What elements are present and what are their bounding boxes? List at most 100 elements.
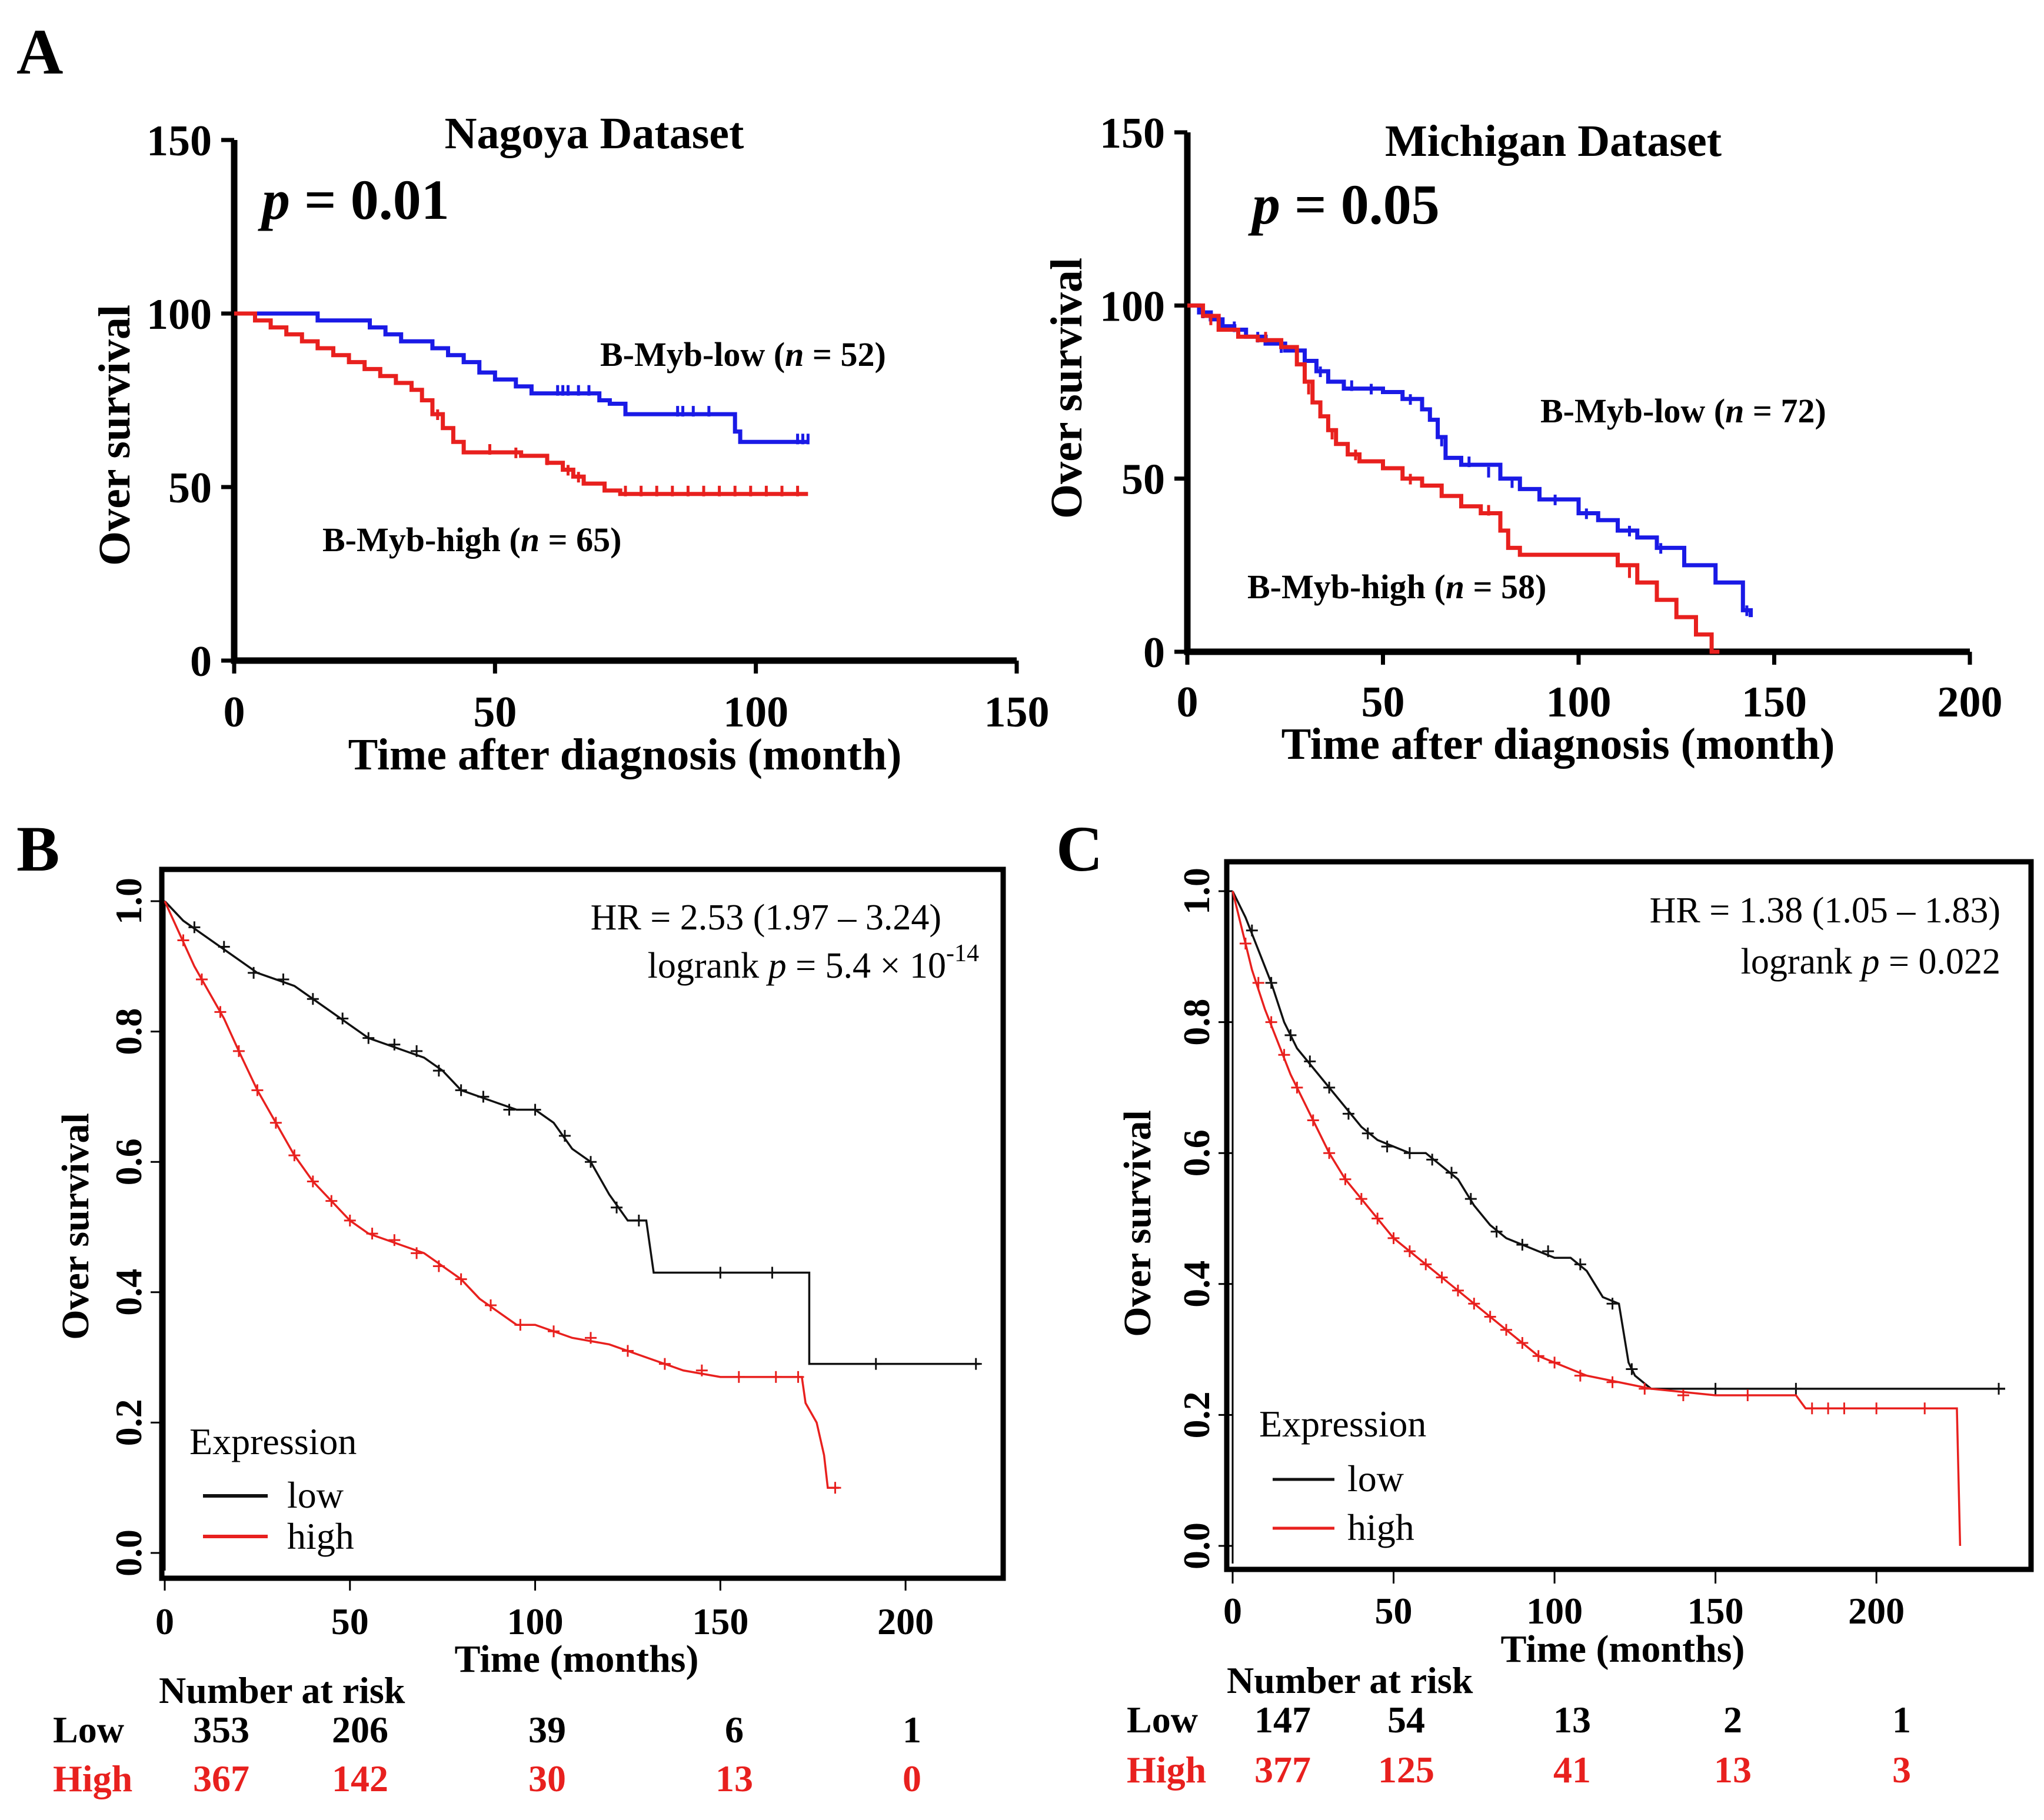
chart-c-risk-low-value: 13 bbox=[1553, 1699, 1591, 1741]
chart-b-censor-mark bbox=[366, 1228, 378, 1240]
chart-b-y-tick-label: 0.4 bbox=[108, 1269, 149, 1316]
chart-c-censor-mark bbox=[1371, 1212, 1384, 1225]
chart-c-x-label: Time (months) bbox=[1501, 1628, 1745, 1671]
chart-a1-b-myb-high-curve bbox=[234, 311, 808, 496]
chart-a2-y-tick-label: 150 bbox=[1100, 109, 1165, 158]
chart-c-censor-mark bbox=[1822, 1402, 1835, 1415]
michigan-p-number: = 0.05 bbox=[1280, 173, 1440, 236]
michigan-y-label: Over survival bbox=[1042, 258, 1091, 519]
chart-c-hr: HR = 1.38 (1.05 – 1.83) bbox=[1650, 891, 2000, 931]
chart-c-logrank-p: p bbox=[1859, 942, 1880, 982]
chart-b-censor-mark bbox=[548, 1325, 560, 1338]
chart-c-risk-high-value: 41 bbox=[1553, 1749, 1591, 1791]
chart-a2-x-tick-label: 50 bbox=[1361, 678, 1405, 726]
chart-b-censor-mark bbox=[870, 1358, 882, 1370]
chart-a2-y-tick-label: 0 bbox=[1143, 629, 1165, 677]
chart-c-risk-header: Number at risk bbox=[1227, 1659, 1473, 1701]
chart-b-censor-mark bbox=[214, 1006, 227, 1018]
chart-c-censor-mark bbox=[1516, 1239, 1529, 1251]
chart-c-risk-low-value: 2 bbox=[1723, 1699, 1742, 1741]
chart-b-risk-low-value: 353 bbox=[193, 1709, 249, 1751]
chart-c-censor-mark bbox=[1291, 1081, 1303, 1094]
chart-c-censor-mark bbox=[1500, 1324, 1513, 1336]
chart-c-censor-mark bbox=[1532, 1350, 1544, 1362]
chart-a2-x-tick-label: 150 bbox=[1742, 678, 1807, 726]
chart-c-censor-mark bbox=[1677, 1389, 1689, 1402]
chart-b-frame bbox=[159, 866, 1006, 1581]
michigan-high-label-pre: B-Myb-high ( bbox=[1247, 568, 1446, 606]
chart-b-censor-mark bbox=[177, 934, 189, 946]
chart-b-x-tick-label: 50 bbox=[331, 1601, 369, 1642]
nagoya-chart: Nagoya Dataset p = 0.01 Over survival Ti… bbox=[90, 109, 1050, 779]
chart-c-censor-mark bbox=[1355, 1193, 1367, 1205]
michigan-p-symbol: p bbox=[1248, 173, 1280, 236]
chart-b-censor-mark bbox=[344, 1214, 356, 1226]
chart-c-legend-high: high bbox=[1347, 1506, 1414, 1548]
chart-a2-x-tick-label: 100 bbox=[1546, 678, 1612, 726]
chart-b-censor-mark bbox=[455, 1273, 467, 1285]
chart-c-risk-high-value: 377 bbox=[1254, 1749, 1311, 1791]
chart-b-y-tick-label: 0.8 bbox=[108, 1008, 149, 1055]
chart-c: HR = 1.38 (1.05 – 1.83) logrank p = 0.02… bbox=[1116, 859, 2034, 1791]
nagoya-low-label-n: n bbox=[785, 335, 804, 374]
nagoya-high-label-post: = 65) bbox=[540, 521, 621, 559]
chart-c-censor-mark bbox=[1574, 1369, 1586, 1382]
chart-b-x-tick-label: 150 bbox=[692, 1601, 748, 1642]
panel-label-b: B bbox=[16, 813, 59, 885]
chart-c-censor-mark bbox=[1639, 1382, 1651, 1395]
chart-b-risk-low-value: 206 bbox=[332, 1709, 388, 1751]
chart-b-censor-mark bbox=[432, 1260, 445, 1272]
chart-b-censor-mark bbox=[432, 1065, 445, 1077]
chart-b-censor-mark bbox=[714, 1266, 727, 1279]
chart-c-y-tick-label: 1.0 bbox=[1176, 868, 1217, 915]
chart-c-censor-mark bbox=[1323, 1147, 1336, 1159]
chart-a1-x-tick-label: 0 bbox=[224, 688, 245, 736]
chart-c-risk-high-value: 3 bbox=[1892, 1749, 1911, 1791]
chart-b-censor-mark bbox=[218, 941, 230, 953]
chart-b-y-tick-label: 0.6 bbox=[108, 1138, 149, 1185]
chart-a1-y-tick-label: 150 bbox=[147, 117, 212, 165]
chart-b-x-tick-label: 100 bbox=[507, 1601, 564, 1642]
chart-b-risk-high-label: High bbox=[53, 1758, 132, 1799]
chart-b-censor-mark bbox=[695, 1364, 708, 1376]
chart-c-logrank-label: logrank bbox=[1741, 942, 1862, 982]
nagoya-high-label-n: n bbox=[521, 521, 540, 559]
chart-c-censor-mark bbox=[1806, 1402, 1818, 1415]
chart-b-x-tick-label: 0 bbox=[155, 1601, 174, 1642]
chart-c-logrank: logrank p = 0.022 bbox=[1741, 942, 2000, 982]
michigan-p-value: p = 0.05 bbox=[1248, 173, 1440, 236]
chart-c-y-tick-label: 0.0 bbox=[1176, 1522, 1217, 1569]
chart-b-risk-low-label: Low bbox=[53, 1709, 124, 1751]
chart-c-censor-mark bbox=[1626, 1363, 1638, 1375]
chart-b-high-curve bbox=[164, 901, 839, 1489]
chart-b-censor-mark bbox=[733, 1371, 745, 1383]
michigan-low-label-post: = 72) bbox=[1744, 392, 1826, 430]
chart-b-logrank-p: p bbox=[766, 946, 787, 986]
chart-b-risk-high-value: 0 bbox=[903, 1758, 921, 1799]
nagoya-low-label-pre: B-Myb-low ( bbox=[600, 335, 785, 374]
chart-b-y-tick-label: 1.0 bbox=[108, 878, 149, 925]
chart-c-risk-low-value: 147 bbox=[1254, 1699, 1311, 1741]
chart-b-censor-mark bbox=[362, 1032, 375, 1044]
chart-b-censor-mark bbox=[251, 1084, 264, 1096]
chart-c-y-label: Over survival bbox=[1116, 1110, 1159, 1337]
chart-c-x-tick-label: 100 bbox=[1526, 1590, 1583, 1632]
chart-b-risk-high-value: 142 bbox=[332, 1758, 388, 1799]
chart-c-censor-mark bbox=[1468, 1298, 1480, 1310]
chart-c-censor-mark bbox=[1278, 1049, 1290, 1061]
chart-c-y-tick-label: 0.4 bbox=[1176, 1261, 1217, 1308]
chart-b-censor-mark bbox=[477, 1091, 490, 1103]
chart-b-censor-mark bbox=[632, 1214, 645, 1226]
chart-c-censor-mark bbox=[1464, 1193, 1477, 1205]
chart-b-censor-mark bbox=[529, 1104, 541, 1116]
chart-b-y-label: Over survival bbox=[54, 1113, 97, 1340]
chart-b-risk-high-value: 30 bbox=[528, 1758, 566, 1799]
chart-c-censor-mark bbox=[1403, 1147, 1416, 1159]
chart-b-y-tick-label: 0.2 bbox=[108, 1399, 149, 1446]
chart-c-censor-mark bbox=[1574, 1258, 1586, 1271]
chart-a2-x-tick-label: 200 bbox=[1938, 678, 2003, 726]
chart-c-censor-mark bbox=[1446, 1166, 1458, 1179]
chart-c-high-curve bbox=[1231, 891, 1962, 1546]
nagoya-high-label: B-Myb-high (n = 65) bbox=[322, 521, 621, 559]
chart-c-risk-high-value: 125 bbox=[1378, 1749, 1434, 1791]
